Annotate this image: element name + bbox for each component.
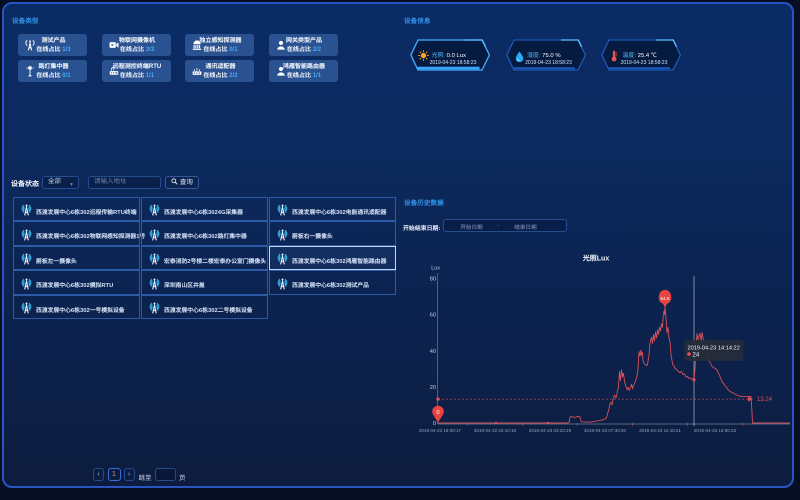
svg-text:2019-04-23 07:30:20: 2019-04-23 07:30:20 <box>584 428 627 433</box>
svg-text:2019-04-23 03:20:19: 2019-04-23 03:20:19 <box>529 428 572 433</box>
svg-text:2019-04-23 14:14:22: 2019-04-23 14:14:22 <box>688 346 740 352</box>
svg-text:Lux: Lux <box>431 266 440 272</box>
svg-text:80: 80 <box>430 277 436 283</box>
svg-text:60: 60 <box>430 313 436 319</box>
svg-text:2019-04-22 19:00:17: 2019-04-22 19:00:17 <box>419 428 462 433</box>
svg-text:24: 24 <box>693 353 700 359</box>
svg-text:2019-04-22 23:10:18: 2019-04-22 23:10:18 <box>474 428 517 433</box>
svg-text:64.5: 64.5 <box>660 296 669 301</box>
svg-text:2019-04-23 15:50:23: 2019-04-23 15:50:23 <box>694 428 737 433</box>
svg-text:0: 0 <box>436 410 439 416</box>
svg-text:20: 20 <box>430 385 436 391</box>
svg-text:0: 0 <box>433 421 436 427</box>
svg-text:光照Lux: 光照Lux <box>582 254 610 263</box>
svg-text:13.24: 13.24 <box>757 397 773 403</box>
svg-text:40: 40 <box>430 349 436 355</box>
svg-text:2019-04-23 11:40:21: 2019-04-23 11:40:21 <box>639 428 681 433</box>
